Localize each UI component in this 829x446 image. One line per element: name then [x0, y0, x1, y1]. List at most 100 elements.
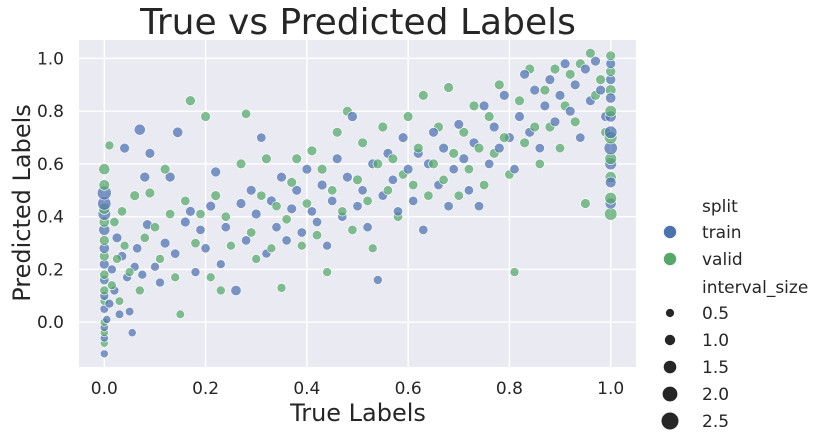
point-valid — [205, 272, 216, 283]
point-valid — [150, 222, 161, 233]
point-valid — [595, 74, 606, 85]
point-valid — [117, 206, 128, 217]
point-valid — [311, 230, 322, 241]
point-valid — [458, 127, 469, 138]
point-valid — [372, 158, 383, 170]
legend: split interval_size train valid 0.5 1.0 1.5 2… — [661, 197, 808, 432]
point-train — [595, 84, 606, 96]
point-valid — [337, 206, 348, 217]
point-valid — [569, 116, 581, 128]
point-valid — [144, 187, 156, 199]
point-valid — [291, 153, 302, 164]
point-valid — [382, 185, 393, 196]
point-valid — [261, 153, 272, 164]
point-valid — [499, 132, 510, 143]
legend-size-label: 1.5 — [702, 358, 729, 378]
point-train — [408, 195, 419, 206]
point-valid — [327, 185, 338, 196]
point-valid — [175, 309, 185, 319]
point-train — [114, 309, 125, 319]
point-train — [316, 179, 328, 191]
point-train — [428, 127, 439, 138]
point-train — [453, 119, 464, 130]
point-train — [448, 164, 459, 175]
x-axis-label: True Labels — [289, 399, 426, 427]
point-train — [387, 174, 398, 185]
point-valid — [509, 267, 520, 277]
point-train — [322, 240, 332, 251]
point-train — [362, 222, 373, 233]
point-train — [102, 315, 112, 324]
point-valid — [604, 192, 617, 205]
legend-size-label: 1.0 — [702, 331, 729, 351]
point-valid — [438, 174, 449, 185]
point-valid — [98, 163, 111, 176]
y-tick-label: 0.8 — [37, 102, 64, 122]
point-train — [306, 206, 317, 217]
legend-label-valid: valid — [702, 250, 743, 270]
point-valid — [210, 190, 221, 201]
y-tick-label: 0.2 — [37, 260, 64, 280]
point-valid — [216, 285, 226, 296]
point-train — [347, 111, 358, 122]
point-train — [569, 79, 581, 91]
point-valid — [387, 153, 399, 164]
point-train — [195, 224, 206, 235]
point-train — [554, 90, 566, 101]
point-valid — [408, 180, 419, 191]
point-valid — [494, 79, 505, 91]
legend-items: train valid 0.5 1.0 1.5 2.0 2.5 — [661, 223, 743, 432]
point-train — [478, 100, 490, 112]
point-valid — [605, 50, 616, 61]
point-valid — [306, 145, 318, 157]
point-train — [499, 90, 510, 101]
point-train — [605, 92, 617, 104]
point-valid — [251, 254, 262, 264]
point-train — [575, 132, 586, 143]
point-train — [529, 84, 540, 96]
point-train — [494, 142, 505, 154]
point-valid — [453, 190, 464, 201]
point-valid — [129, 190, 140, 201]
point-valid — [352, 174, 363, 186]
point-valid — [463, 164, 474, 175]
x-tick-label: 0.0 — [91, 379, 118, 399]
point-train — [127, 328, 137, 338]
point-valid — [423, 190, 434, 201]
point-valid — [107, 280, 117, 291]
point-train — [185, 206, 196, 217]
point-train — [144, 148, 156, 159]
point-valid — [235, 158, 247, 170]
point-train — [458, 153, 469, 164]
legend-label-train: train — [702, 223, 742, 243]
point-train — [155, 277, 165, 288]
point-valid — [114, 296, 125, 306]
point-valid — [564, 69, 576, 80]
point-train — [150, 261, 160, 272]
legend-size-marker — [664, 334, 676, 346]
y-tick-label: 0.4 — [37, 208, 64, 228]
y-tick-label: 1.0 — [37, 49, 64, 69]
legend-size-marker — [663, 360, 677, 374]
point-valid — [99, 269, 110, 280]
point-valid — [296, 240, 307, 251]
point-train — [235, 198, 247, 209]
point-train — [604, 176, 617, 189]
point-train — [159, 237, 171, 249]
point-train — [296, 227, 307, 238]
point-valid — [402, 111, 414, 122]
point-valid — [316, 164, 328, 175]
point-valid — [195, 209, 206, 220]
point-valid — [98, 179, 111, 191]
point-train — [372, 275, 383, 285]
point-train — [418, 224, 429, 235]
point-valid — [347, 224, 358, 235]
legend-marker-valid — [663, 252, 677, 266]
point-valid — [479, 180, 490, 191]
y-tick-label: 0.0 — [37, 313, 64, 333]
x-tick-label: 0.2 — [192, 379, 219, 399]
point-train — [291, 185, 302, 196]
point-train — [246, 185, 257, 196]
point-train — [549, 116, 561, 128]
legend-hue-title: split — [702, 197, 738, 217]
